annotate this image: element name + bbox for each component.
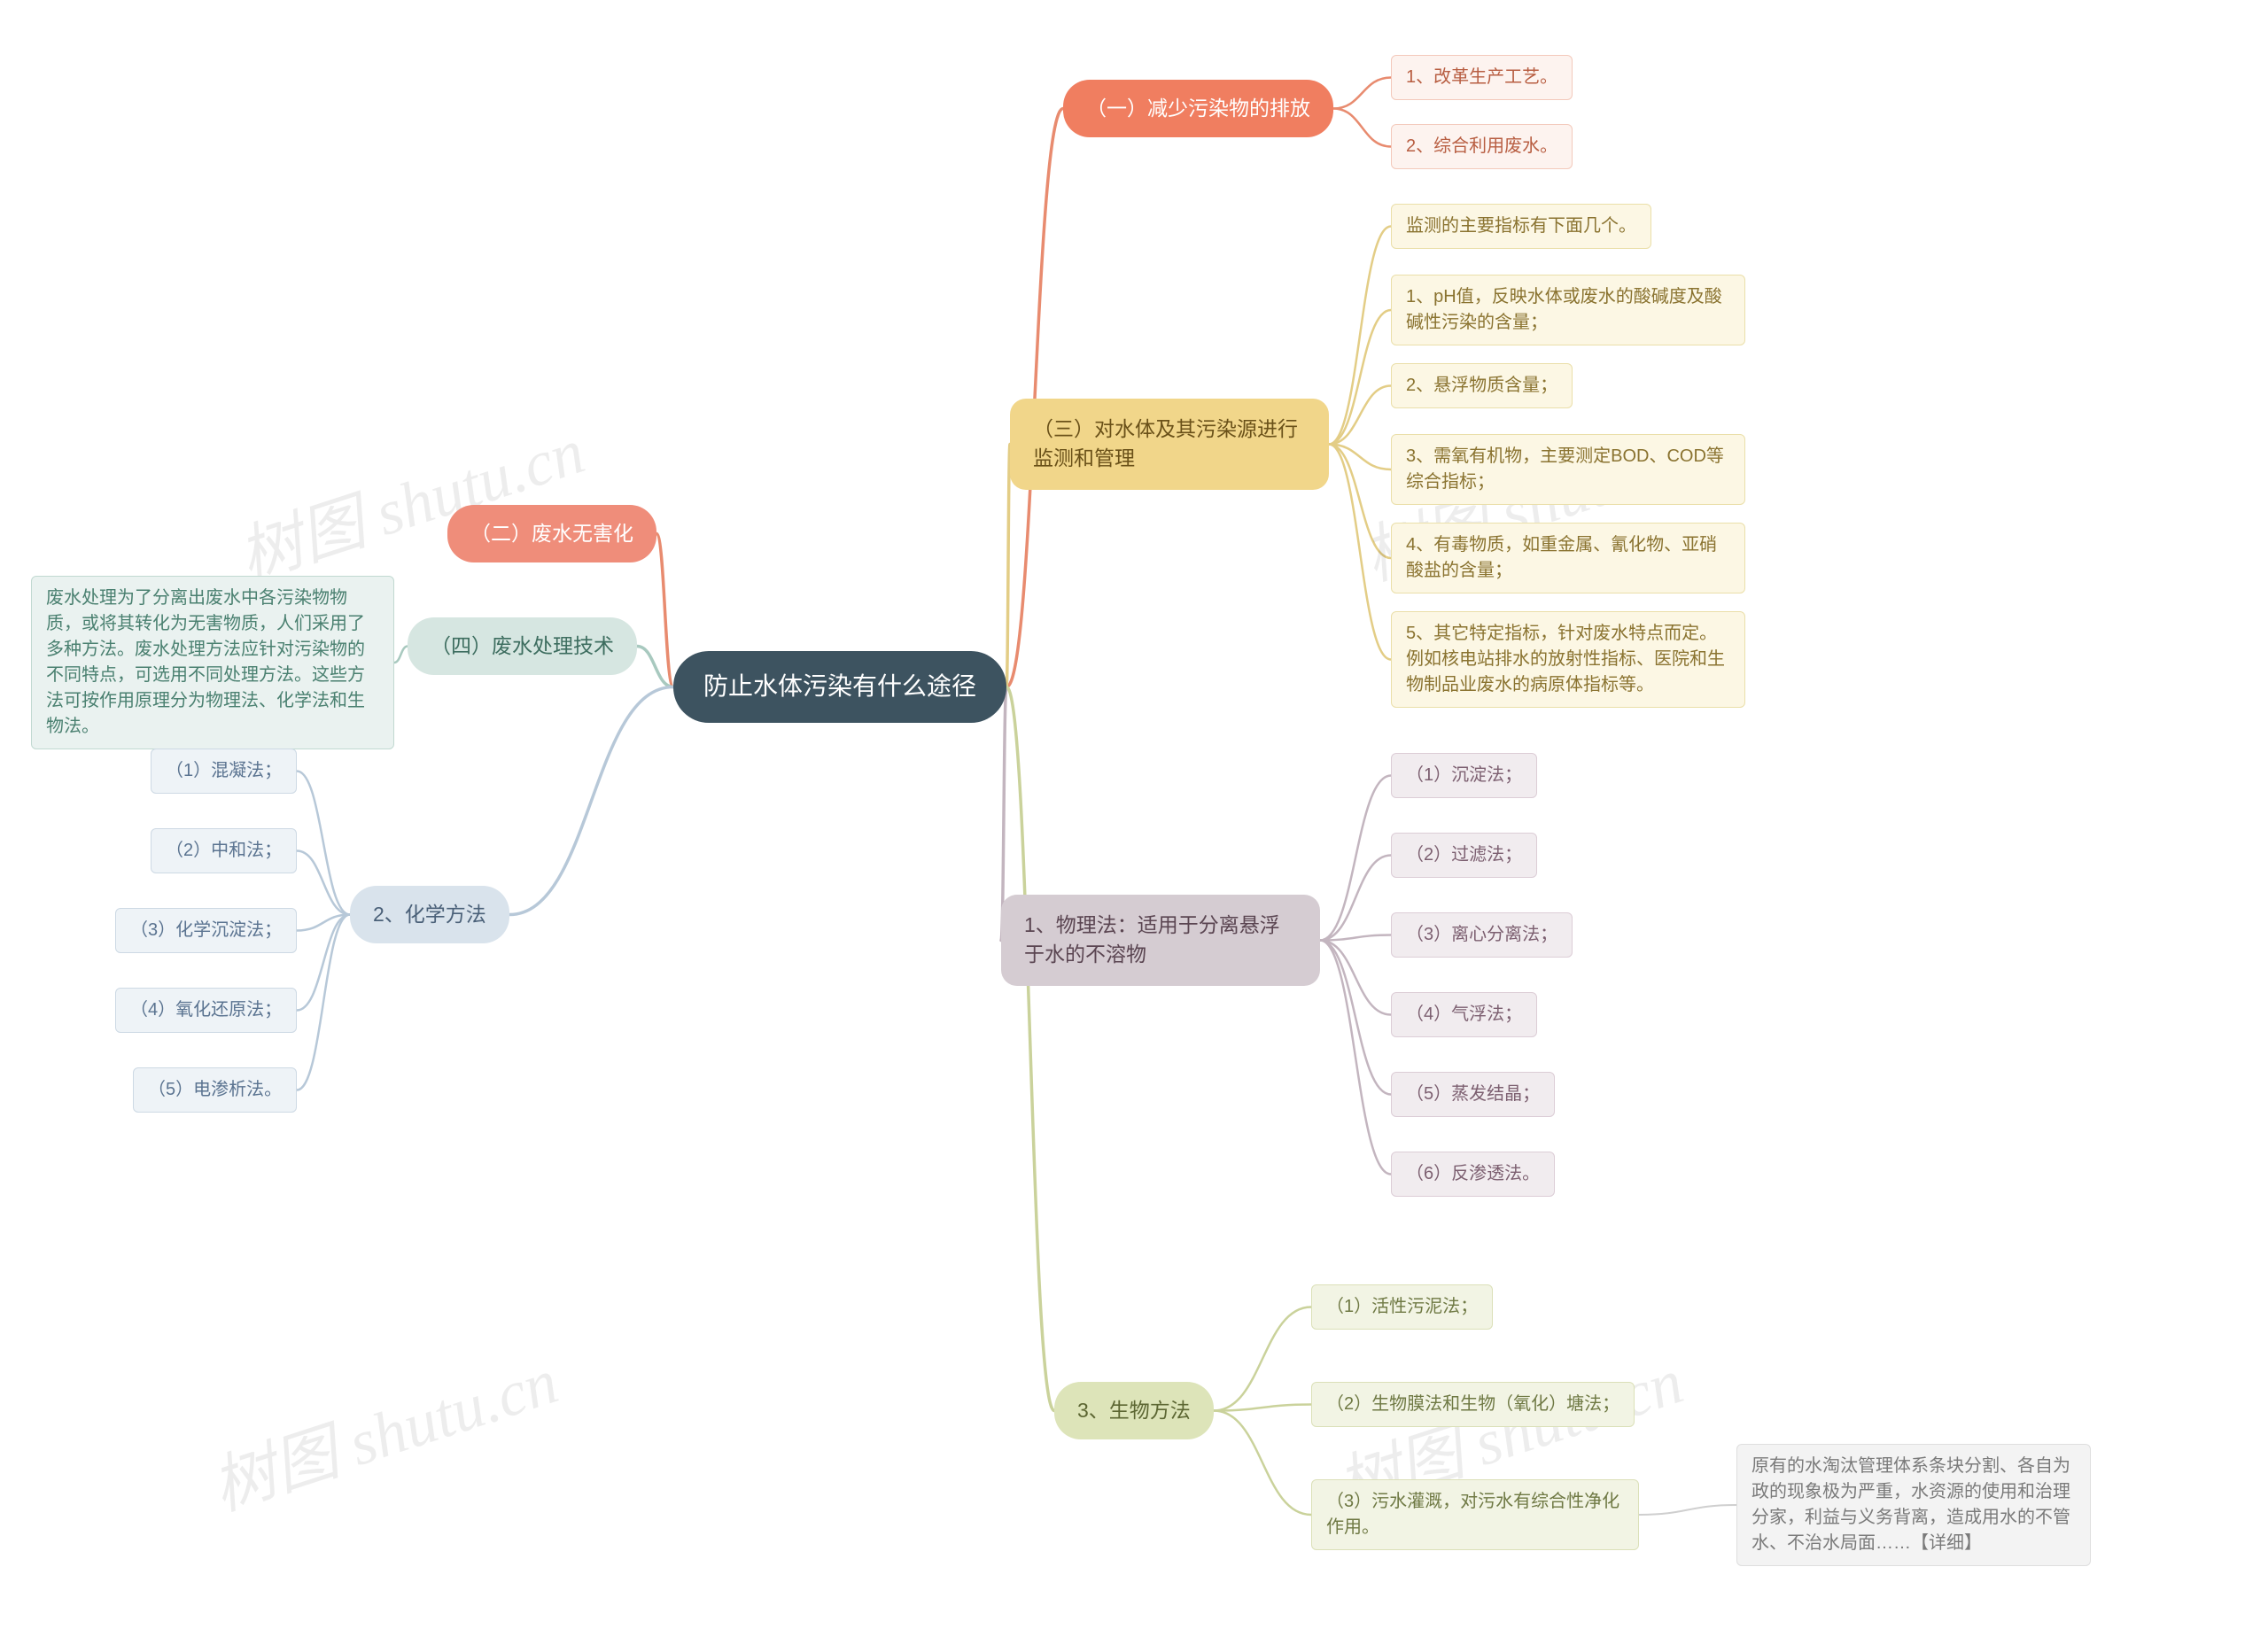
leaf-extra[interactable]: 原有的水淘汰管理体系条块分割、各自为政的现象极为严重，水资源的使用和治理分家，利…: [1736, 1444, 2091, 1566]
leaf-node[interactable]: （5）蒸发结晶；: [1391, 1072, 1555, 1117]
branch-1[interactable]: （一）减少污染物的排放: [1063, 80, 1333, 137]
leaf-node[interactable]: 3、需氧有机物，主要测定BOD、COD等综合指标；: [1391, 434, 1745, 505]
leaf-node[interactable]: （1）沉淀法；: [1391, 753, 1537, 798]
leaf-node[interactable]: （5）电渗析法。: [133, 1067, 297, 1113]
leaf-node[interactable]: 1、pH值，反映水体或废水的酸碱度及酸碱性污染的含量；: [1391, 275, 1745, 345]
leaf-node[interactable]: （3）污水灌溉，对污水有综合性净化作用。: [1311, 1479, 1639, 1550]
leaf-node[interactable]: （2）中和法；: [151, 828, 297, 873]
watermark: 树图 shutu.cn: [225, 399, 594, 598]
leaf-node[interactable]: （2）过滤法；: [1391, 833, 1537, 878]
branch-7[interactable]: 3、生物方法: [1054, 1382, 1214, 1439]
root-node[interactable]: 防止水体污染有什么途径: [673, 651, 1006, 723]
leaf-node[interactable]: （3）化学沉淀法；: [115, 908, 297, 953]
leaf-node[interactable]: （6）反渗透法。: [1391, 1152, 1555, 1197]
leaf-node[interactable]: （4）氧化还原法；: [115, 988, 297, 1033]
leaf-node[interactable]: （1）活性污泥法；: [1311, 1284, 1493, 1330]
leaf-node[interactable]: （1）混凝法；: [151, 749, 297, 794]
leaf-node[interactable]: （4）气浮法；: [1391, 992, 1537, 1037]
branch-6[interactable]: 2、化学方法: [350, 886, 509, 943]
leaf-node[interactable]: （2）生物膜法和生物（氧化）塘法；: [1311, 1382, 1635, 1427]
leaf-node[interactable]: 4、有毒物质，如重金属、氰化物、亚硝酸盐的含量；: [1391, 523, 1745, 593]
leaf-node[interactable]: 监测的主要指标有下面几个。: [1391, 204, 1651, 249]
leaf-node[interactable]: 5、其它特定指标，针对废水特点而定。例如核电站排水的放射性指标、医院和生物制品业…: [1391, 611, 1745, 708]
leaf-node[interactable]: 2、综合利用废水。: [1391, 124, 1573, 169]
leaf-node[interactable]: 2、悬浮物质含量；: [1391, 363, 1573, 408]
branch-5[interactable]: 1、物理法：适用于分离悬浮于水的不溶物: [1001, 895, 1320, 986]
leaf-node[interactable]: 废水处理为了分离出废水中各污染物物质，或将其转化为无害物质，人们采用了多种方法。…: [31, 576, 394, 749]
branch-3[interactable]: （三）对水体及其污染源进行监测和管理: [1010, 399, 1329, 490]
watermark: 树图 shutu.cn: [198, 1329, 568, 1528]
branch-2[interactable]: （二）废水无害化: [447, 505, 656, 562]
leaf-node[interactable]: 1、改革生产工艺。: [1391, 55, 1573, 100]
branch-4[interactable]: （四）废水处理技术: [408, 617, 637, 675]
leaf-node[interactable]: （3）离心分离法；: [1391, 912, 1573, 958]
